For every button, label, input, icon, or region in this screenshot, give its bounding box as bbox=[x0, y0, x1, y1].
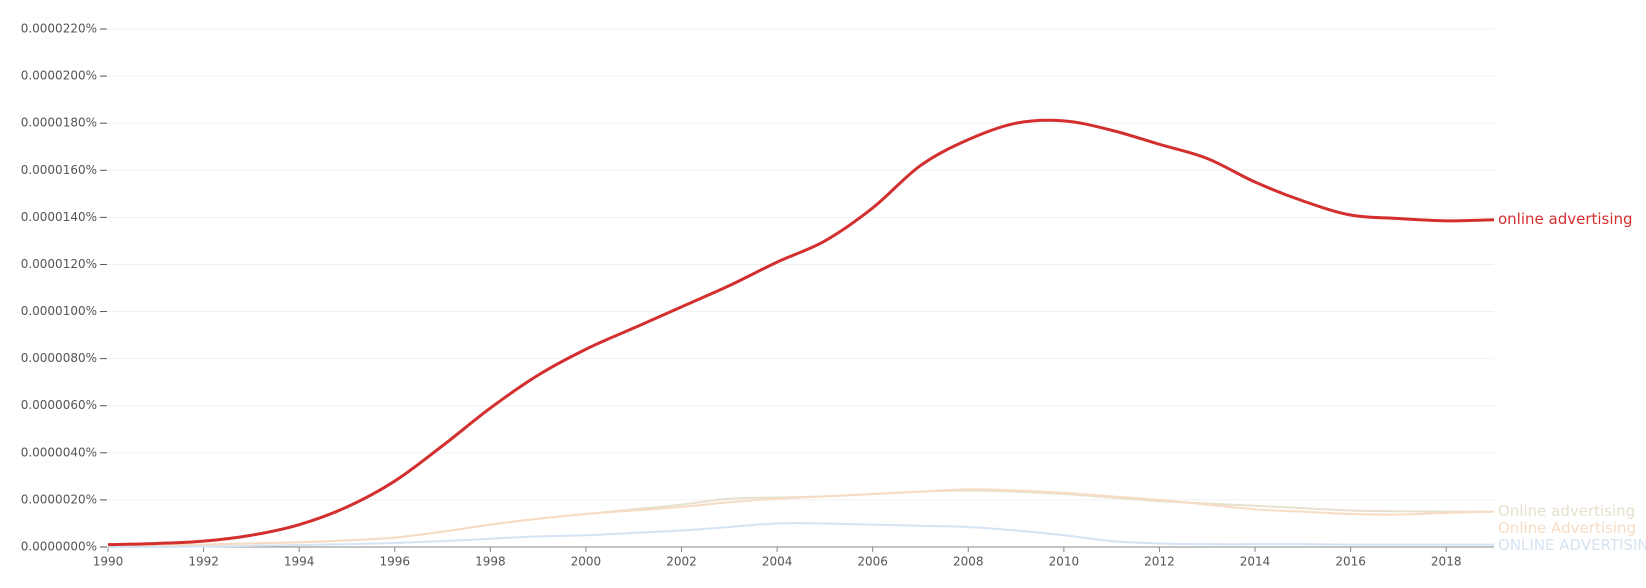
y-tick-label: 0.0000140% bbox=[21, 210, 97, 224]
series-line bbox=[107, 522, 1494, 549]
x-tick-label: 2000 bbox=[571, 555, 602, 569]
y-tick-label: 0.0000100% bbox=[21, 304, 97, 318]
x-tick-label: 2004 bbox=[762, 555, 793, 569]
series-label: ONLINE ADVERTISING bbox=[1498, 536, 1646, 554]
x-tick-label: 2006 bbox=[857, 555, 888, 569]
y-tick-label: 0.0000120% bbox=[21, 257, 97, 271]
y-tick-label: 0.0000080% bbox=[21, 351, 97, 365]
y-tick-label: 0.0000220% bbox=[21, 22, 97, 36]
series-label: Online Advertising bbox=[1498, 519, 1636, 537]
y-tick-label: 0.0000000% bbox=[21, 540, 97, 554]
y-tick-label: 0.0000040% bbox=[21, 445, 97, 459]
series-line bbox=[107, 488, 1495, 547]
x-tick-label: 2008 bbox=[953, 555, 984, 569]
x-tick-label: 1996 bbox=[379, 555, 410, 569]
x-tick-label: 1994 bbox=[284, 555, 315, 569]
x-tick-label: 2002 bbox=[666, 555, 697, 569]
series-label: Online advertising bbox=[1498, 502, 1635, 520]
x-tick-label: 2014 bbox=[1240, 555, 1271, 569]
y-tick-label: 0.0000200% bbox=[21, 69, 97, 83]
x-tick-label: 2018 bbox=[1431, 555, 1462, 569]
x-tick-label: 1990 bbox=[93, 555, 124, 569]
y-tick-label: 0.0000020% bbox=[21, 492, 97, 506]
y-tick-label: 0.0000160% bbox=[21, 163, 97, 177]
series-label: online advertising bbox=[1498, 210, 1633, 228]
x-tick-label: 2016 bbox=[1335, 555, 1366, 569]
y-tick-label: 0.0000060% bbox=[21, 398, 97, 412]
y-tick-label: 0.0000180% bbox=[21, 116, 97, 130]
series-line bbox=[107, 118, 1495, 547]
x-tick-label: 2012 bbox=[1144, 555, 1175, 569]
x-tick-label: 2010 bbox=[1049, 555, 1080, 569]
x-tick-label: 1998 bbox=[475, 555, 506, 569]
x-tick-label: 1992 bbox=[188, 555, 219, 569]
